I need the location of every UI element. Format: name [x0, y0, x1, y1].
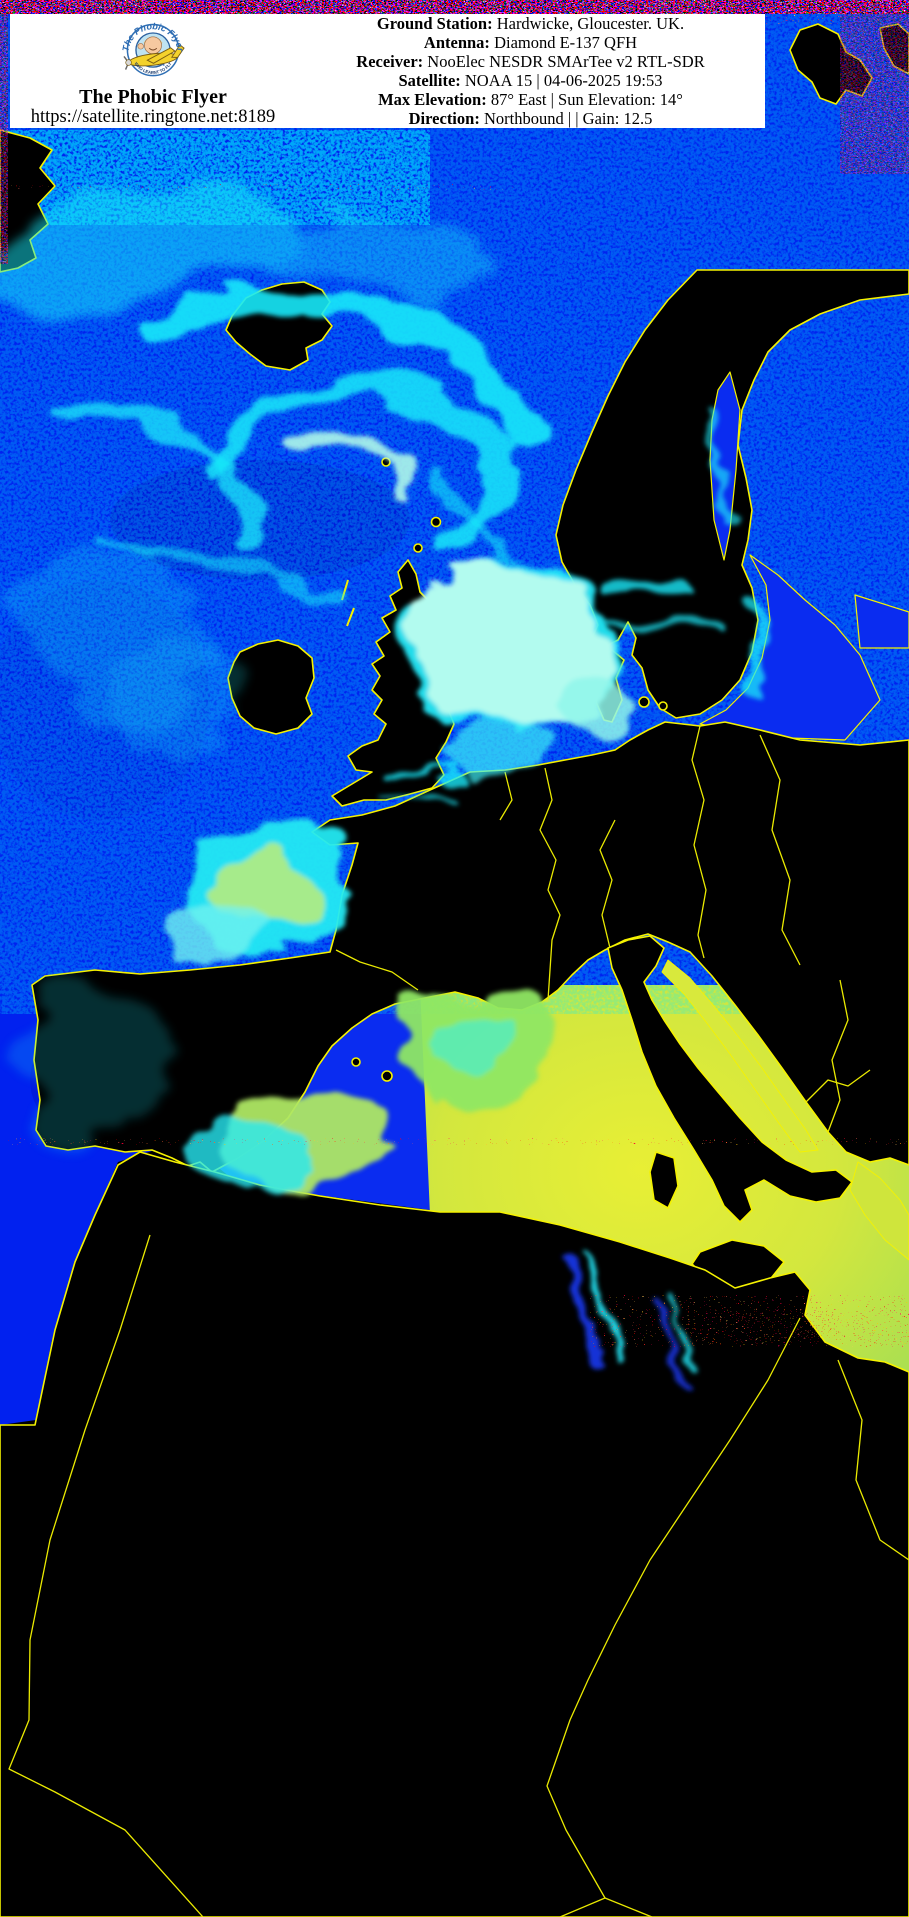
- border-balkans-1: [827, 979, 849, 1133]
- logo-face: [144, 36, 162, 55]
- country-borders: [8, 725, 909, 1917]
- station-details: Ground Station: Hardwicke, Gloucester. U…: [296, 14, 765, 128]
- receiver-line: Receiver: NooElec NESDR SMArTee v2 RTL-S…: [356, 51, 705, 71]
- noise-line-gibraltar: [0, 1138, 909, 1145]
- border-algeria-libya: [546, 1317, 801, 1917]
- faroe-islands: [381, 457, 391, 467]
- border-benelux: [499, 771, 513, 821]
- border-alps: [599, 819, 616, 949]
- border-morocco-algeria: [8, 1234, 204, 1917]
- border-pyrenees: [335, 949, 419, 991]
- coastline-corsica: [649, 1151, 679, 1209]
- border-poland: [759, 734, 801, 966]
- aegean-edge: [849, 1161, 909, 1261]
- north-sea-cloud-mass: [404, 565, 645, 772]
- border-germany-east: [691, 725, 707, 959]
- alboran-cloud: [188, 1087, 393, 1185]
- direction-line: Direction: Northbound | | Gain: 12.5: [408, 108, 653, 128]
- border-fork-east: [604, 1897, 653, 1917]
- ground-station-line: Ground Station: Hardwicke, Gloucester. U…: [376, 14, 685, 33]
- danish-islands-2: [658, 701, 668, 711]
- coastline-continental-europe: [31, 721, 909, 1173]
- border-libya-east: [837, 1359, 909, 1561]
- logo-thumb-hand: [137, 43, 144, 50]
- noise-right-corner: [840, 14, 909, 174]
- station-title: The Phobic Flyer: [79, 86, 227, 108]
- station-info-card: The Phobic Flyer WHO LEARNT TO FLY The P…: [10, 14, 765, 128]
- max-elevation-line: Max Elevation: 87° East | Sun Elevation:…: [378, 89, 683, 109]
- station-branding: The Phobic Flyer WHO LEARNT TO FLY The P…: [10, 14, 296, 128]
- border-balkans-2: [805, 1069, 871, 1103]
- noise-left-edge: [0, 14, 8, 264]
- adriatic-sea: [661, 959, 819, 1153]
- shetland-islands: [430, 516, 442, 528]
- station-url: https://satellite.ringtone.net:8189: [30, 107, 276, 127]
- gulf-of-finland: [854, 594, 909, 649]
- logo-smile: [148, 47, 158, 51]
- gulf-of-lion-cloud: [399, 988, 556, 1113]
- noise-band-libya-2: [686, 1309, 909, 1345]
- phobic-flyer-logo: The Phobic Flyer WHO LEARNT TO FLY: [120, 21, 186, 77]
- logo-airplane: [123, 44, 185, 70]
- border-france-east: [539, 767, 561, 1001]
- biscay-cloud-mass: [165, 824, 353, 961]
- norwegian-sea-swirl: [50, 285, 535, 606]
- satellite-line: Satellite: NOAA 15 | 04-06-2025 19:53: [398, 70, 663, 90]
- noise-layer: [0, 0, 909, 1347]
- skagerrak-baltic-streaks: [593, 415, 763, 696]
- channel-streaks: [378, 765, 473, 802]
- coastline-italy: [607, 935, 853, 1223]
- cloud-layer: [0, 187, 763, 1380]
- balearic-islands-2: [381, 1070, 393, 1082]
- balearic-islands: [351, 1057, 361, 1067]
- orkney-islands: [413, 543, 423, 553]
- noise-line-upper: [0, 184, 520, 190]
- antenna-line: Antenna: Diamond E-137 QFH: [423, 32, 638, 52]
